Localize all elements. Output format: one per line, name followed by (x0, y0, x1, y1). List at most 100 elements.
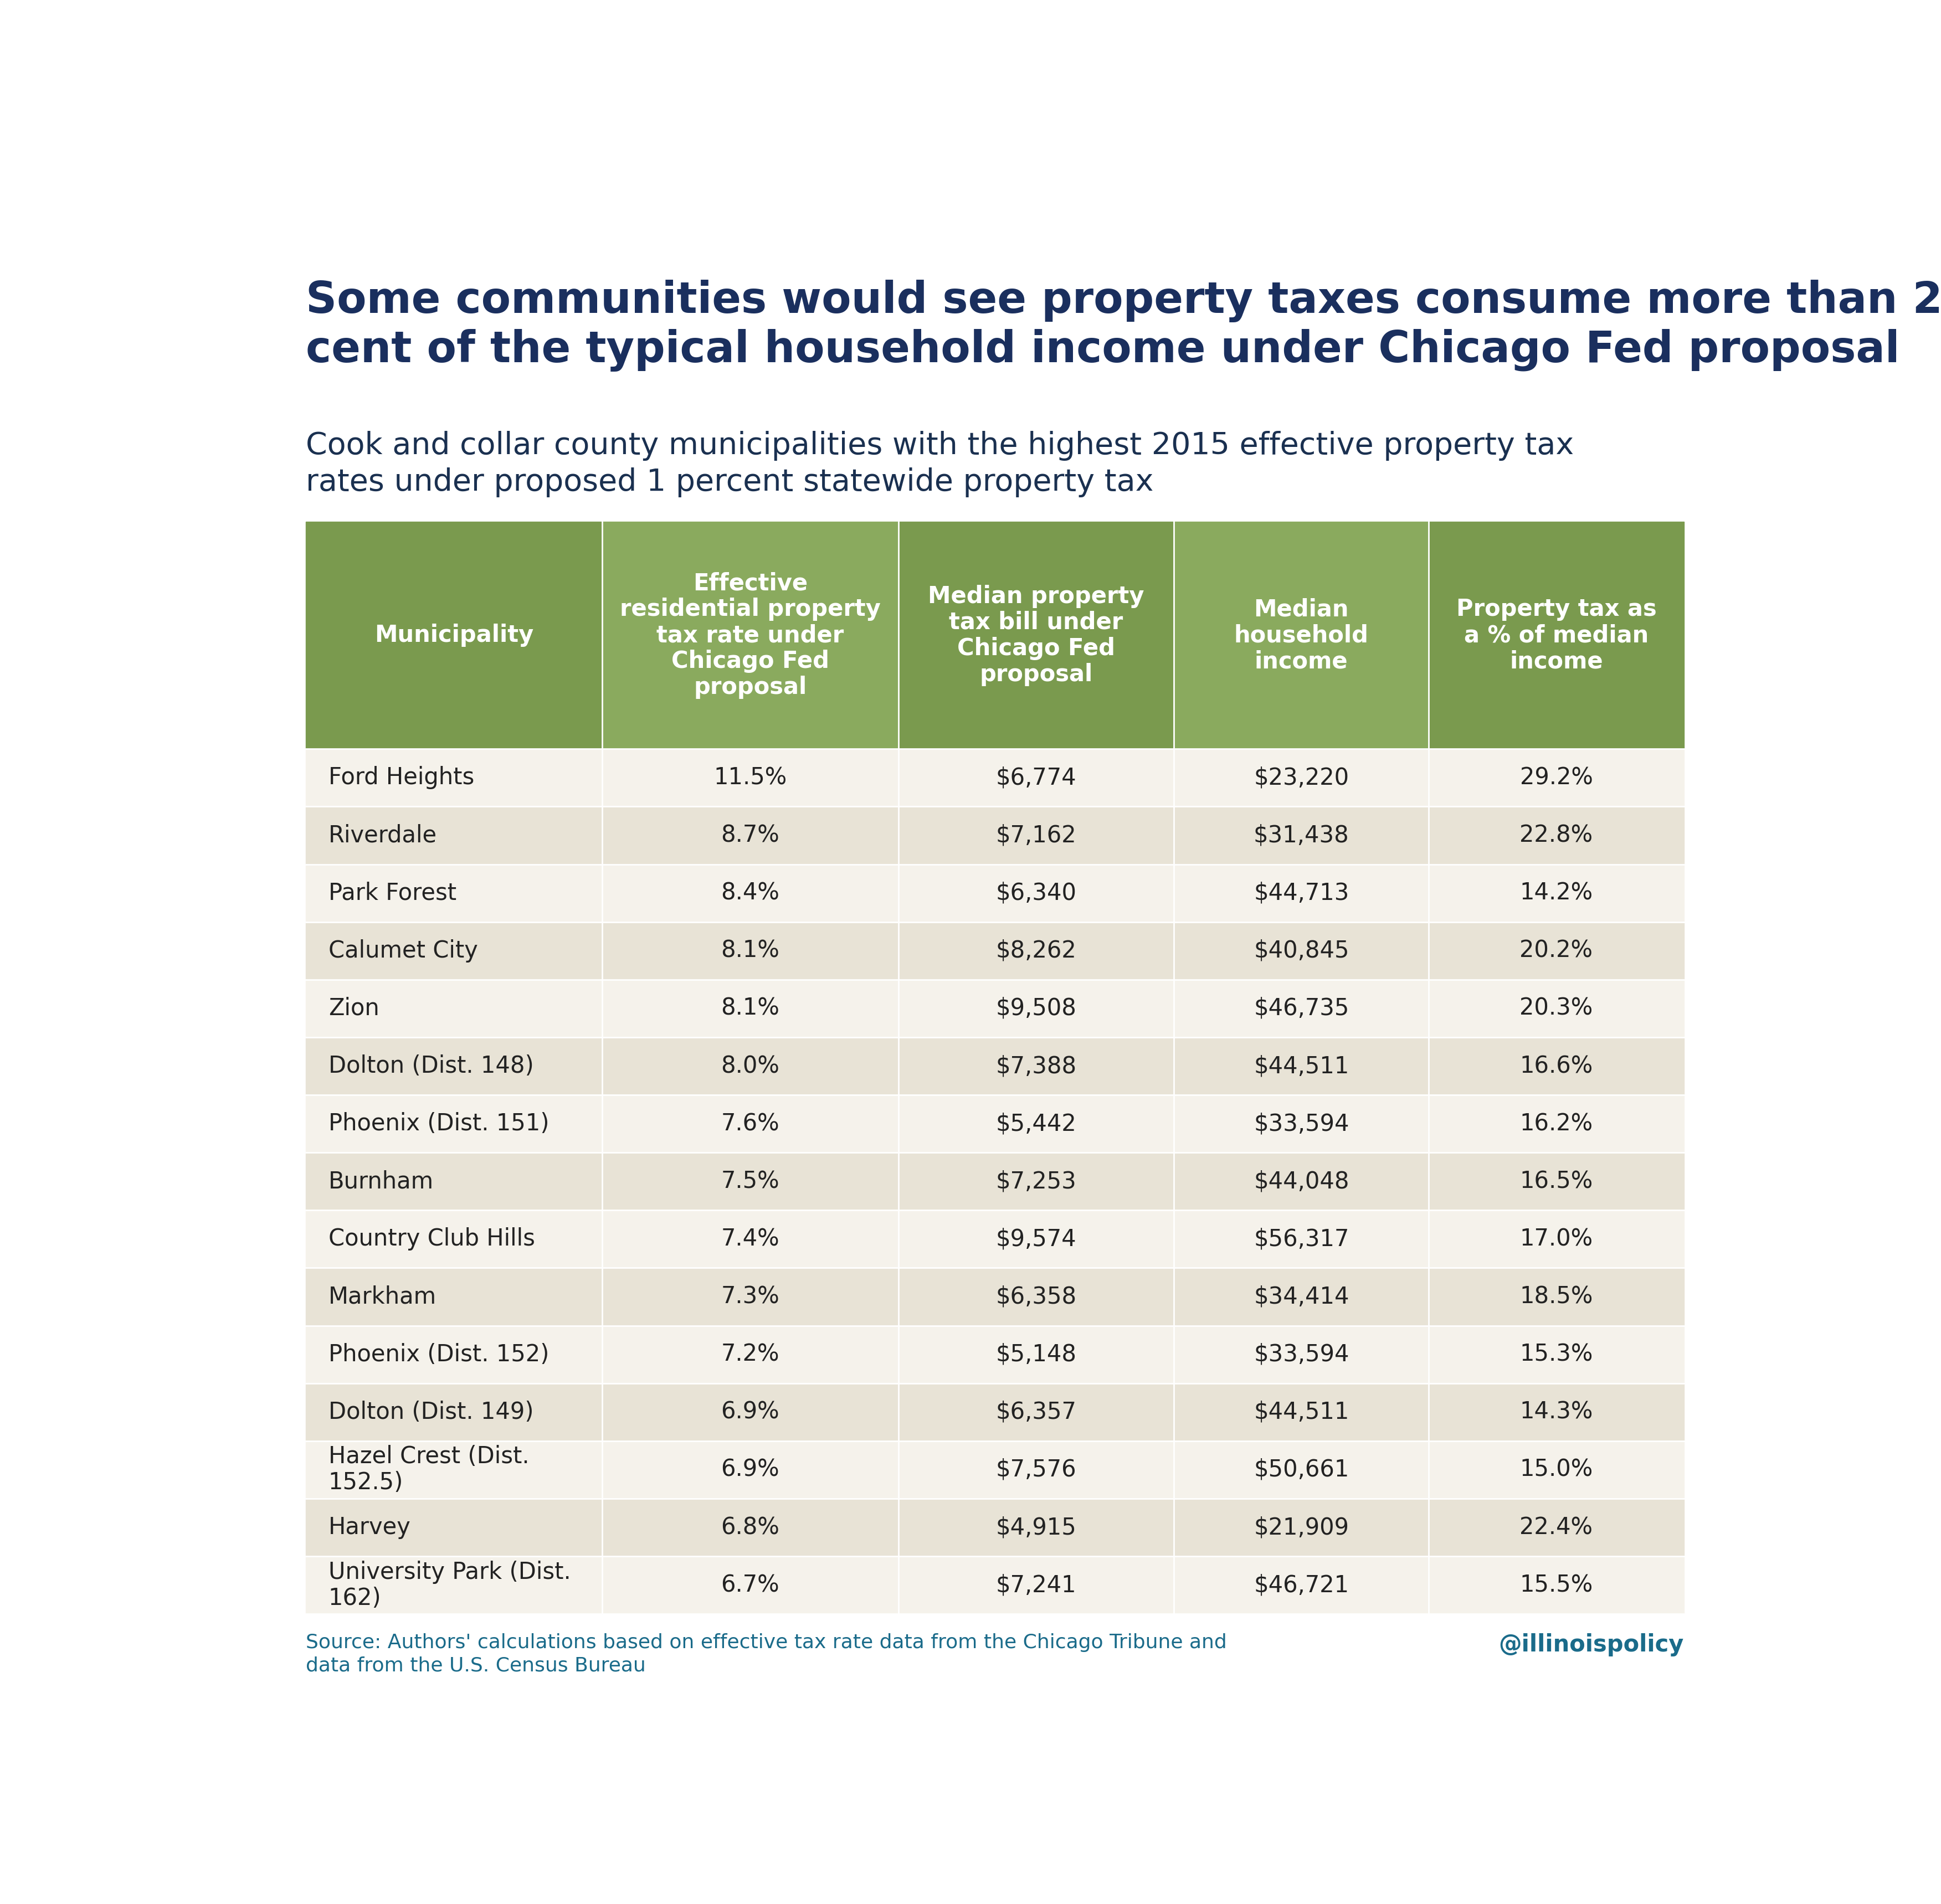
Text: Dolton (Dist. 148): Dolton (Dist. 148) (328, 1055, 534, 1078)
Text: 16.2%: 16.2% (1520, 1112, 1594, 1135)
Text: 7.2%: 7.2% (720, 1342, 780, 1365)
Bar (307, 922, 1683, 979)
Text: 8.1%: 8.1% (720, 939, 780, 962)
Text: $23,220: $23,220 (1254, 765, 1349, 790)
Text: Median property
tax bill under
Chicago Fed
proposal: Median property tax bill under Chicago F… (928, 585, 1145, 685)
Text: $34,414: $34,414 (1254, 1285, 1349, 1308)
Text: 8.0%: 8.0% (720, 1055, 780, 1078)
Text: $31,438: $31,438 (1254, 824, 1349, 847)
Text: Phoenix (Dist. 151): Phoenix (Dist. 151) (328, 1112, 549, 1135)
Text: Calumet City: Calumet City (328, 939, 477, 962)
Bar (307, 1498, 1683, 1556)
Text: 29.2%: 29.2% (1520, 765, 1594, 790)
Text: $9,574: $9,574 (996, 1228, 1077, 1251)
Text: 15.0%: 15.0% (1520, 1458, 1594, 1481)
Text: Municipality: Municipality (375, 625, 534, 647)
Bar (307, 1095, 1683, 1152)
Bar (307, 1441, 1683, 1498)
Text: $7,241: $7,241 (996, 1573, 1077, 1597)
Text: 6.9%: 6.9% (720, 1401, 780, 1424)
Text: $7,253: $7,253 (996, 1169, 1077, 1194)
Text: Some communities would see property taxes consume more than 20 per-
cent of the : Some communities would see property taxe… (307, 280, 1941, 371)
Text: $6,357: $6,357 (996, 1401, 1077, 1424)
Text: 16.5%: 16.5% (1520, 1169, 1594, 1194)
Text: Hazel Crest (Dist.
152.5): Hazel Crest (Dist. 152.5) (328, 1445, 530, 1495)
Bar (899, 522, 1174, 748)
Text: 14.2%: 14.2% (1520, 882, 1594, 904)
Text: 7.3%: 7.3% (720, 1285, 780, 1308)
Text: $6,774: $6,774 (996, 765, 1077, 790)
Text: $9,508: $9,508 (996, 998, 1077, 1021)
Text: $21,909: $21,909 (1254, 1516, 1349, 1538)
Text: 20.3%: 20.3% (1520, 998, 1594, 1021)
Bar (307, 522, 602, 748)
Text: Phoenix (Dist. 152): Phoenix (Dist. 152) (328, 1342, 549, 1365)
Text: $44,511: $44,511 (1254, 1401, 1349, 1424)
Text: Source: Authors' calculations based on effective tax rate data from the Chicago : Source: Authors' calculations based on e… (307, 1634, 1227, 1676)
Bar (307, 979, 1683, 1038)
Text: 18.5%: 18.5% (1520, 1285, 1594, 1308)
Text: 16.6%: 16.6% (1520, 1055, 1594, 1078)
Bar (307, 1384, 1683, 1441)
Text: Ford Heights: Ford Heights (328, 765, 474, 790)
Bar (1429, 522, 1683, 748)
Text: Burnham: Burnham (328, 1169, 433, 1194)
Bar (307, 1325, 1683, 1384)
Text: 8.4%: 8.4% (720, 882, 780, 904)
Text: $5,442: $5,442 (996, 1112, 1077, 1135)
Text: 11.5%: 11.5% (714, 765, 786, 790)
Text: Markham: Markham (328, 1285, 437, 1308)
Text: 6.7%: 6.7% (720, 1573, 780, 1597)
Text: Median
household
income: Median household income (1234, 598, 1368, 672)
Text: $44,511: $44,511 (1254, 1055, 1349, 1078)
Text: $6,358: $6,358 (996, 1285, 1077, 1308)
Text: $50,661: $50,661 (1254, 1458, 1349, 1481)
Text: $33,594: $33,594 (1254, 1342, 1349, 1365)
Text: @illinoispolicy: @illinoispolicy (1498, 1634, 1683, 1656)
Text: 6.8%: 6.8% (720, 1516, 780, 1538)
Text: Harvey: Harvey (328, 1516, 411, 1538)
Text: 7.5%: 7.5% (720, 1169, 780, 1194)
Bar (307, 864, 1683, 922)
Text: $7,388: $7,388 (996, 1055, 1077, 1078)
Bar (307, 1556, 1683, 1615)
Text: 8.1%: 8.1% (720, 998, 780, 1021)
Bar (1174, 522, 1429, 748)
Bar (307, 1268, 1683, 1325)
Text: 17.0%: 17.0% (1520, 1228, 1594, 1251)
Bar (307, 807, 1683, 864)
Bar (307, 1038, 1683, 1095)
Text: Park Forest: Park Forest (328, 882, 456, 904)
Text: $40,845: $40,845 (1254, 939, 1349, 962)
Text: $46,735: $46,735 (1254, 998, 1349, 1021)
Text: Riverdale: Riverdale (328, 824, 437, 847)
Text: $7,162: $7,162 (996, 824, 1077, 847)
Text: Effective
residential property
tax rate under
Chicago Fed
proposal: Effective residential property tax rate … (619, 571, 881, 699)
Text: $5,148: $5,148 (996, 1342, 1077, 1365)
Bar (602, 522, 899, 748)
Text: 15.5%: 15.5% (1520, 1573, 1594, 1597)
Text: Dolton (Dist. 149): Dolton (Dist. 149) (328, 1401, 534, 1424)
Text: $8,262: $8,262 (996, 939, 1077, 962)
Text: $33,594: $33,594 (1254, 1112, 1349, 1135)
Text: 22.8%: 22.8% (1520, 824, 1594, 847)
Text: University Park (Dist.
162): University Park (Dist. 162) (328, 1561, 571, 1609)
Text: $4,915: $4,915 (996, 1516, 1077, 1538)
Text: 7.6%: 7.6% (720, 1112, 780, 1135)
Text: 8.7%: 8.7% (720, 824, 780, 847)
Text: 7.4%: 7.4% (720, 1228, 780, 1251)
Text: $6,340: $6,340 (996, 882, 1077, 904)
Text: Country Club Hills: Country Club Hills (328, 1228, 536, 1251)
Text: Property tax as
a % of median
income: Property tax as a % of median income (1456, 598, 1656, 672)
Bar (307, 748, 1683, 807)
Bar (307, 1211, 1683, 1268)
Text: 14.3%: 14.3% (1520, 1401, 1594, 1424)
Text: $7,576: $7,576 (996, 1458, 1077, 1481)
Text: Cook and collar county municipalities with the highest 2015 effective property t: Cook and collar county municipalities wi… (307, 430, 1574, 497)
Text: Zion: Zion (328, 998, 378, 1021)
Text: $46,721: $46,721 (1254, 1573, 1349, 1597)
Text: 20.2%: 20.2% (1520, 939, 1594, 962)
Text: $44,713: $44,713 (1254, 882, 1349, 904)
Text: $44,048: $44,048 (1254, 1169, 1349, 1194)
Text: 15.3%: 15.3% (1520, 1342, 1594, 1365)
